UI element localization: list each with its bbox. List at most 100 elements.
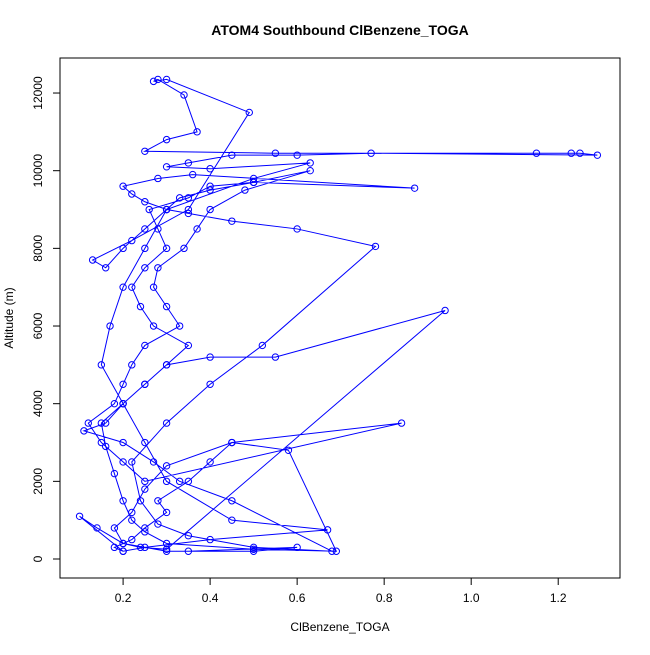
data-point: [136, 497, 145, 505]
data-point: [228, 516, 236, 524]
data-point: [162, 302, 171, 311]
data-point: [271, 353, 280, 361]
data-point: [306, 166, 314, 175]
data-point: [184, 341, 193, 350]
data-point: [119, 283, 127, 291]
data-point: [106, 322, 114, 330]
data-point: [228, 151, 236, 159]
y-axis-label: Altitude (m): [2, 287, 16, 348]
data-point: [184, 547, 193, 555]
data-point: [119, 438, 127, 447]
x-tick-label: 1.0: [463, 591, 480, 605]
data-point: [119, 380, 127, 388]
y-tick-label: 2000: [31, 468, 45, 495]
data-point: [284, 446, 293, 454]
plot-frame: [59, 57, 621, 579]
data-point: [189, 170, 197, 179]
data-point: [154, 75, 162, 84]
data-point: [162, 547, 171, 555]
data-point: [532, 149, 541, 157]
data-point: [397, 419, 406, 427]
data-point: [141, 477, 149, 486]
data-point: [258, 341, 267, 350]
data-point: [136, 302, 145, 311]
data-point: [228, 497, 236, 505]
data-point: [119, 539, 127, 548]
data-point: [162, 539, 171, 548]
data-point: [162, 361, 171, 369]
data-point: [149, 322, 158, 330]
data-point: [162, 135, 171, 144]
data-point: [149, 458, 158, 466]
data-point: [149, 77, 158, 86]
series-line: [79, 78, 598, 552]
data-point: [141, 264, 149, 272]
data-point: [206, 205, 214, 214]
data-point: [206, 182, 214, 190]
data-point: [184, 477, 193, 486]
data-point: [175, 322, 184, 330]
data-point: [80, 427, 88, 435]
data-point: [206, 380, 214, 388]
data-point: [97, 438, 106, 447]
data-point: [97, 361, 106, 369]
data-point: [206, 535, 214, 544]
data-point: [184, 205, 193, 214]
data-point: [162, 462, 171, 470]
data-point: [206, 458, 214, 466]
data-point: [141, 438, 149, 447]
data-point: [128, 283, 136, 291]
data-point: [119, 547, 127, 555]
data-point: [162, 545, 171, 554]
data-point: [206, 353, 214, 361]
data-point: [136, 543, 145, 552]
data-point: [241, 186, 249, 194]
data-point: [128, 508, 136, 517]
data-point: [175, 477, 184, 486]
data-point: [162, 163, 171, 171]
data-point: [75, 512, 84, 520]
data-point: [141, 485, 149, 493]
data-point: [110, 399, 119, 408]
data-point: [154, 264, 162, 272]
data-point: [184, 209, 193, 218]
y-tick-label: 12000: [31, 76, 45, 110]
chart-title: ATOM4 Southbound ClBenzene_TOGA: [211, 22, 468, 38]
data-point: [271, 149, 280, 157]
data-point: [141, 198, 149, 206]
x-tick-label: 0.4: [202, 591, 219, 605]
x-tick-label: 0.8: [376, 591, 393, 605]
data-point: [332, 547, 341, 555]
data-point: [141, 528, 149, 536]
data-point: [149, 283, 158, 291]
data-point: [180, 91, 188, 99]
data-point: [110, 543, 119, 552]
data-point: [593, 151, 602, 159]
data-point: [101, 419, 110, 427]
data-point: [141, 341, 149, 350]
data-point: [293, 543, 301, 552]
data-point: [154, 225, 162, 233]
data-point: [323, 526, 332, 534]
data-point: [141, 244, 149, 253]
data-point: [128, 535, 136, 544]
data-point: [367, 149, 375, 157]
data-point: [184, 532, 193, 540]
data-point: [101, 264, 110, 272]
data-point: [206, 186, 214, 194]
y-tick-label: 4000: [31, 390, 45, 417]
data-point: [128, 236, 136, 245]
data-point: [97, 419, 106, 427]
data-point: [119, 458, 127, 466]
data-point: [249, 174, 258, 183]
data-point: [119, 399, 127, 408]
data-point: [206, 165, 214, 173]
data-point: [154, 497, 162, 505]
data-point: [228, 438, 236, 447]
data-point: [306, 159, 314, 167]
data-point: [410, 184, 419, 192]
data-point: [141, 543, 149, 552]
data-point: [193, 225, 201, 233]
